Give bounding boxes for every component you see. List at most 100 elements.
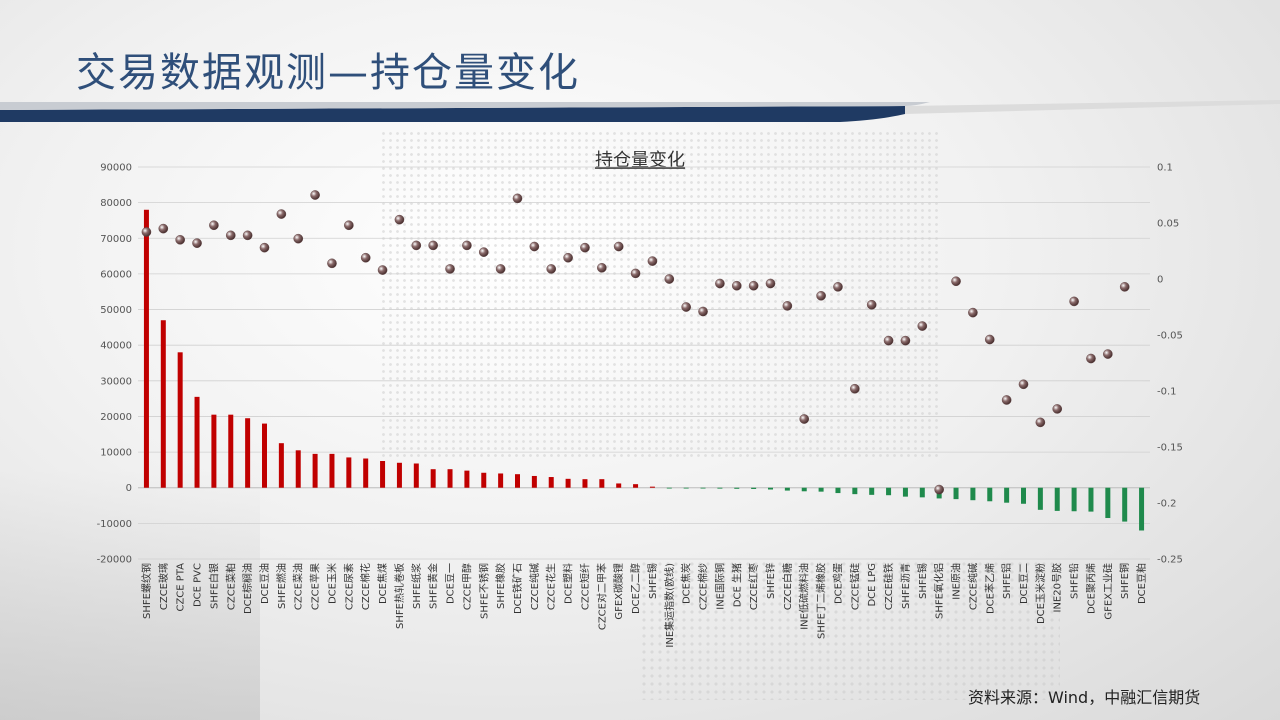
category-label: DCE豆油: [258, 563, 271, 604]
category-label: DCE玉米淀粉: [1034, 563, 1047, 624]
page-title: 交易数据观测—持仓量变化: [76, 50, 580, 96]
scatter-point: [799, 414, 810, 424]
bar: [801, 487, 807, 492]
bar: [548, 477, 554, 488]
scatter-point: [1052, 404, 1063, 414]
scatter-point: [580, 242, 590, 253]
scatter-point: [748, 280, 759, 291]
scatter-point: [850, 383, 860, 394]
category-label: SHFE锌: [764, 563, 777, 599]
bar: [970, 487, 976, 501]
category-label: DCE豆一: [445, 563, 457, 604]
bar: [902, 487, 908, 497]
bar: [869, 487, 875, 495]
category-label: CZCE菜油: [292, 563, 305, 610]
bar: [953, 487, 959, 500]
right-tick-label: -0.1: [1157, 387, 1177, 398]
category-label: CZCE苹果: [309, 563, 322, 610]
bar: [160, 320, 166, 488]
bar: [498, 473, 504, 488]
scatter-point: [968, 307, 978, 318]
bar: [430, 469, 436, 488]
category-label: SHFE白银: [207, 563, 220, 609]
left-tick-label: 40000: [100, 341, 132, 352]
title-band-right: [905, 100, 1280, 114]
scatter-point: [259, 242, 270, 253]
scatter-point: [934, 484, 944, 495]
scatter-point: [327, 258, 337, 269]
scatter-point: [630, 268, 641, 279]
scatter-point: [1001, 395, 1012, 405]
bar: [717, 487, 723, 489]
right-tick-label: 0: [1157, 275, 1163, 286]
category-label: INE国际铜: [714, 563, 726, 610]
bar: [751, 487, 757, 489]
category-label: CZCE花生: [545, 563, 558, 610]
scatter-point: [698, 306, 708, 317]
category-label: CZCE甲醇: [460, 563, 473, 610]
scatter-point: [563, 252, 573, 263]
category-label: DCE焦煤: [376, 563, 389, 604]
category-label: DCE玉米: [325, 563, 338, 604]
category-label: DCE豆粕: [1135, 563, 1148, 604]
bar: [1088, 487, 1094, 512]
scatter-point: [242, 230, 253, 241]
bar: [278, 443, 284, 488]
bar: [1122, 487, 1128, 522]
scatter-point: [765, 278, 776, 289]
category-label: DCE焦炭: [680, 563, 693, 604]
bar: [700, 487, 706, 489]
scatter-point: [377, 265, 388, 275]
bar: [262, 423, 267, 488]
title-band-light: [0, 102, 930, 110]
bar: [565, 478, 571, 488]
bar: [228, 414, 234, 488]
scatter-point: [495, 264, 506, 274]
category-label: CZCE菜粕: [224, 563, 237, 610]
scatter-point: [512, 193, 523, 204]
scatter-point: [1103, 349, 1113, 359]
scatter-point: [192, 238, 202, 248]
category-label: GFEX碳酸锂: [612, 563, 625, 620]
scatter-point: [546, 264, 557, 274]
bar: [683, 487, 689, 489]
scatter-point: [141, 227, 152, 237]
scatter-point: [731, 280, 742, 291]
category-label: SHFE燃油: [275, 563, 288, 609]
bar: [481, 472, 487, 488]
category-label: DCE乙二醇: [629, 563, 642, 614]
bar: [1139, 487, 1145, 531]
scatter-point: [984, 334, 995, 345]
scatter-point: [175, 234, 185, 245]
category-label: SHFE锡: [646, 563, 659, 599]
scatter-point: [816, 290, 826, 301]
title-band-dark: [0, 106, 905, 122]
right-axis: 0.1 0.05 0 -0.05 -0.1 -0.15 -0.2 -0.25: [1157, 163, 1183, 566]
category-label: CZCE纯碱: [528, 563, 541, 610]
scatter-point: [344, 220, 354, 231]
bar: [329, 453, 335, 488]
scatter-point: [1069, 296, 1079, 307]
chart-title: 持仓量变化: [595, 150, 685, 171]
category-label: CZCE棉花: [359, 563, 372, 610]
right-tick-label: 0.1: [1157, 163, 1173, 174]
category-label: SHFE热轧卷板: [393, 563, 406, 629]
category-label: DCE PVC: [193, 563, 204, 607]
category-label: CZCE锰硅: [848, 563, 861, 610]
scatter-point: [360, 252, 371, 263]
bar: [396, 462, 402, 488]
left-tick-label: -20000: [97, 555, 132, 566]
category-label: CZCE玻璃: [157, 563, 170, 610]
scatter-point: [276, 209, 287, 219]
category-label: DCE 生猪: [730, 563, 743, 607]
category-label: CZCE短纤: [578, 563, 591, 610]
bar: [582, 479, 588, 488]
category-label: SHFE丁二烯橡胶: [815, 563, 828, 639]
bar: [734, 487, 740, 489]
right-tick-label: -0.15: [1157, 443, 1183, 454]
scatter-point: [664, 274, 675, 284]
bar: [1004, 487, 1010, 503]
scatter-point: [1119, 282, 1130, 292]
right-tick-label: -0.2: [1157, 499, 1177, 510]
